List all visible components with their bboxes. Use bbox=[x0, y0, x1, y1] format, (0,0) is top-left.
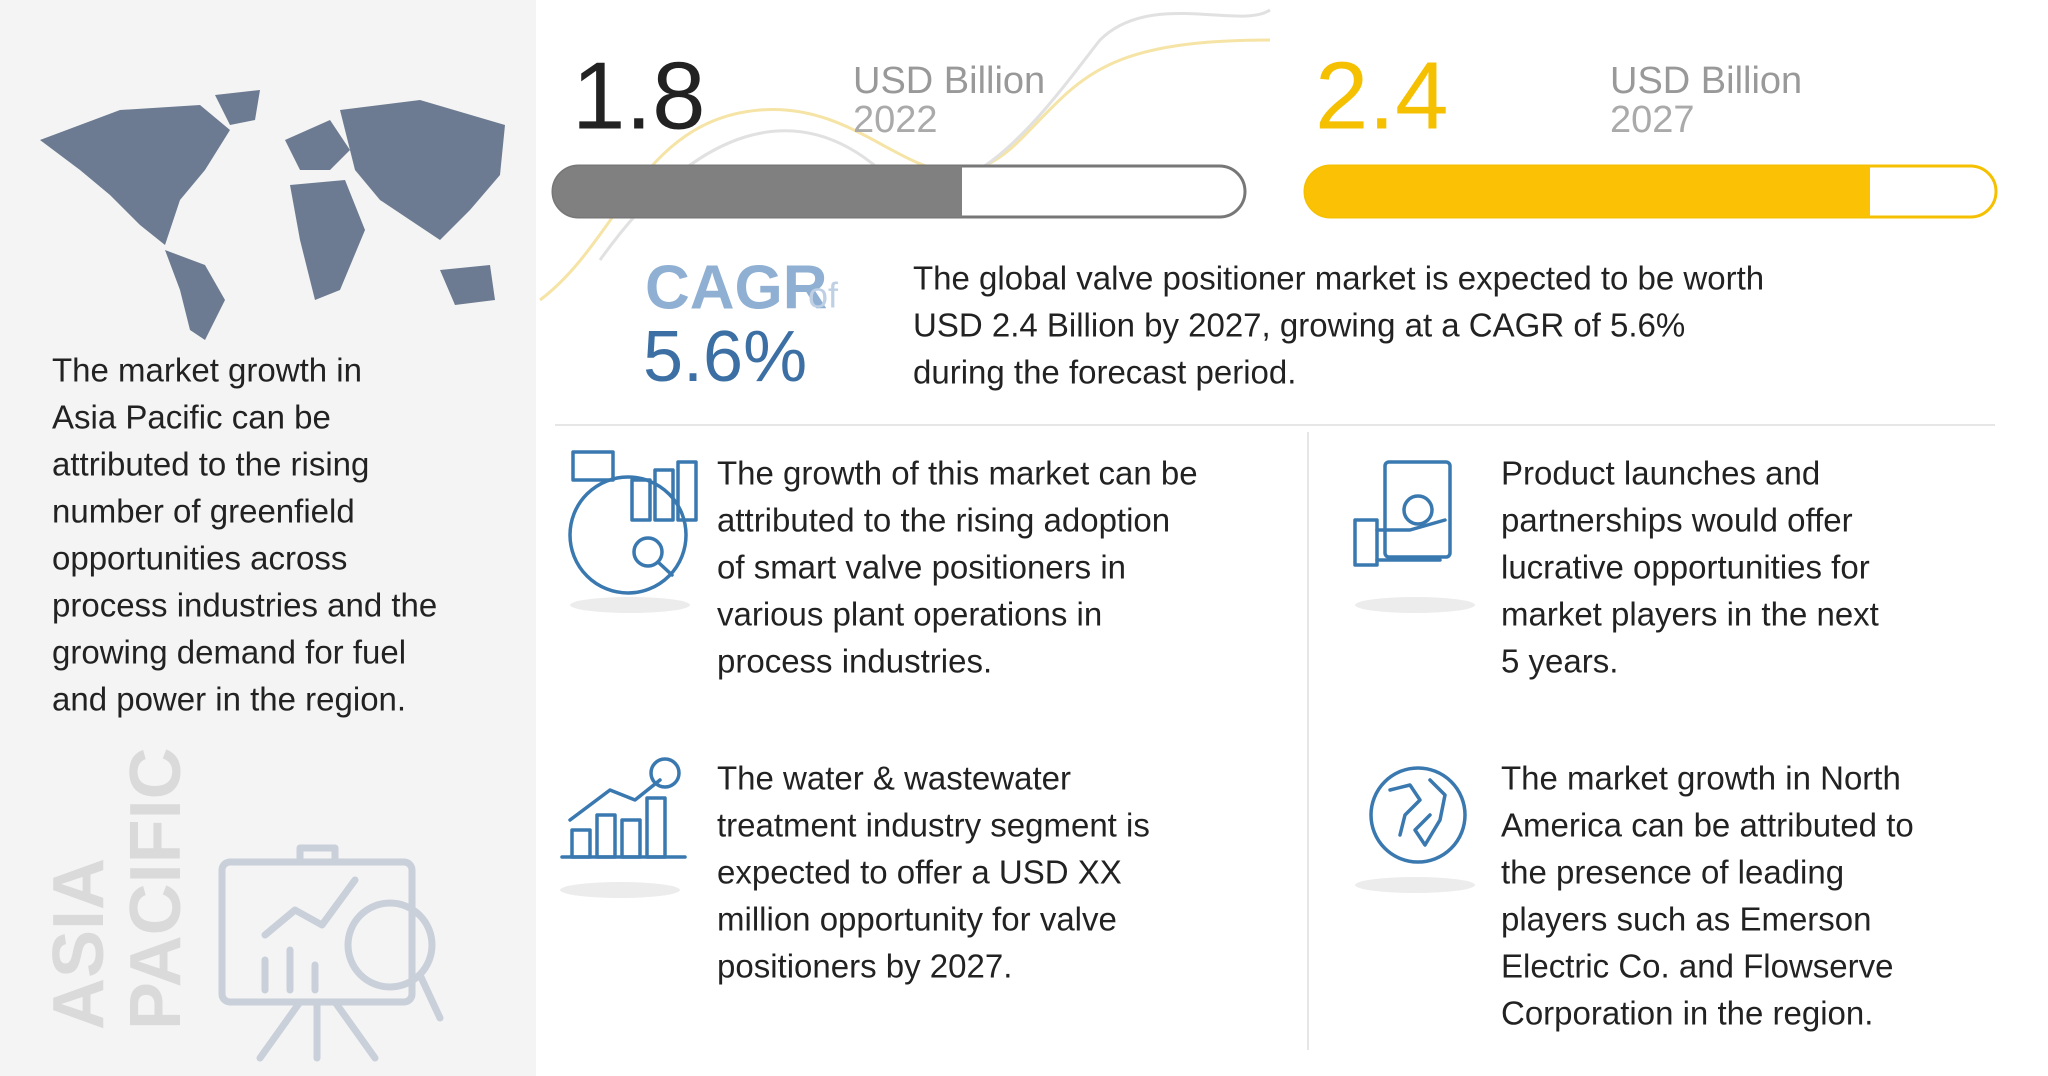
description-line: opportunities across bbox=[52, 540, 347, 577]
icon-shadows bbox=[560, 597, 1475, 898]
world-map bbox=[40, 90, 505, 340]
stat-year: 2027 bbox=[1610, 99, 1695, 141]
summary-line: The global valve positioner market is ex… bbox=[913, 260, 1764, 297]
stat-unit: USD Billion bbox=[1610, 60, 1802, 102]
money-hand-icon bbox=[1353, 460, 1452, 567]
insight-line: positioners by 2027. bbox=[717, 948, 1012, 985]
stat-bar-fill bbox=[553, 166, 962, 217]
globe-icon bbox=[1369, 766, 1467, 864]
stat-bar-fill bbox=[1305, 166, 1870, 217]
description-line: Asia Pacific can be bbox=[52, 399, 331, 436]
insight-line: 5 years. bbox=[1501, 643, 1618, 680]
summary-line: during the forecast period. bbox=[913, 354, 1296, 391]
description-line: attributed to the rising bbox=[52, 446, 369, 483]
insight-line: process industries. bbox=[717, 643, 992, 680]
insight-line: expected to offer a USD XX bbox=[717, 854, 1122, 891]
insight-line: market players in the next bbox=[1501, 596, 1879, 633]
presentation-icon bbox=[218, 844, 444, 1062]
description-line: number of greenfield bbox=[52, 493, 355, 530]
summary-line: USD 2.4 Billion by 2027, growing at a CA… bbox=[913, 307, 1685, 344]
analytics-icon bbox=[568, 450, 698, 595]
stat-year: 2022 bbox=[853, 99, 938, 141]
insight-line: attributed to the rising adoption bbox=[717, 502, 1170, 539]
cagr-connector: of bbox=[808, 275, 839, 316]
insight-line: lucrative opportunities for bbox=[1501, 549, 1870, 586]
description-line: The market growth in bbox=[52, 352, 362, 389]
description-line: and power in the region. bbox=[52, 681, 406, 718]
cagr-label: CAGR bbox=[645, 253, 828, 322]
stat-unit: USD Billion bbox=[853, 60, 1045, 102]
insight-line: Corporation in the region. bbox=[1501, 995, 1873, 1032]
insight-line: treatment industry segment is bbox=[717, 807, 1150, 844]
insight-line: million opportunity for valve bbox=[717, 901, 1117, 938]
description-line: process industries and the bbox=[52, 587, 437, 624]
insight-line: players such as Emerson bbox=[1501, 901, 1872, 938]
insight-line: The water & wastewater bbox=[717, 760, 1071, 797]
insight-line: Product launches and bbox=[1501, 455, 1820, 492]
growth-chart-icon bbox=[560, 757, 687, 859]
stat-value: 1.8 bbox=[572, 42, 705, 149]
insight-line: America can be attributed to bbox=[1501, 807, 1914, 844]
description-line: growing demand for fuel bbox=[52, 634, 406, 671]
region-label: ASIA PACIFIC bbox=[39, 747, 196, 1030]
insight-line: The market growth in North bbox=[1501, 760, 1901, 797]
insight-line: the presence of leading bbox=[1501, 854, 1844, 891]
region-label-line: PACIFIC bbox=[116, 747, 196, 1030]
insight-line: various plant operations in bbox=[717, 596, 1102, 633]
insight-line: The growth of this market can be bbox=[717, 455, 1198, 492]
stat-value: 2.4 bbox=[1315, 42, 1448, 149]
insight-line: of smart valve positioners in bbox=[717, 549, 1126, 586]
region-label-line: ASIA bbox=[39, 858, 119, 1030]
insight-line: Electric Co. and Flowserve bbox=[1501, 948, 1893, 985]
insight-line: partnerships would offer bbox=[1501, 502, 1853, 539]
cagr-value: 5.6% bbox=[643, 317, 807, 397]
